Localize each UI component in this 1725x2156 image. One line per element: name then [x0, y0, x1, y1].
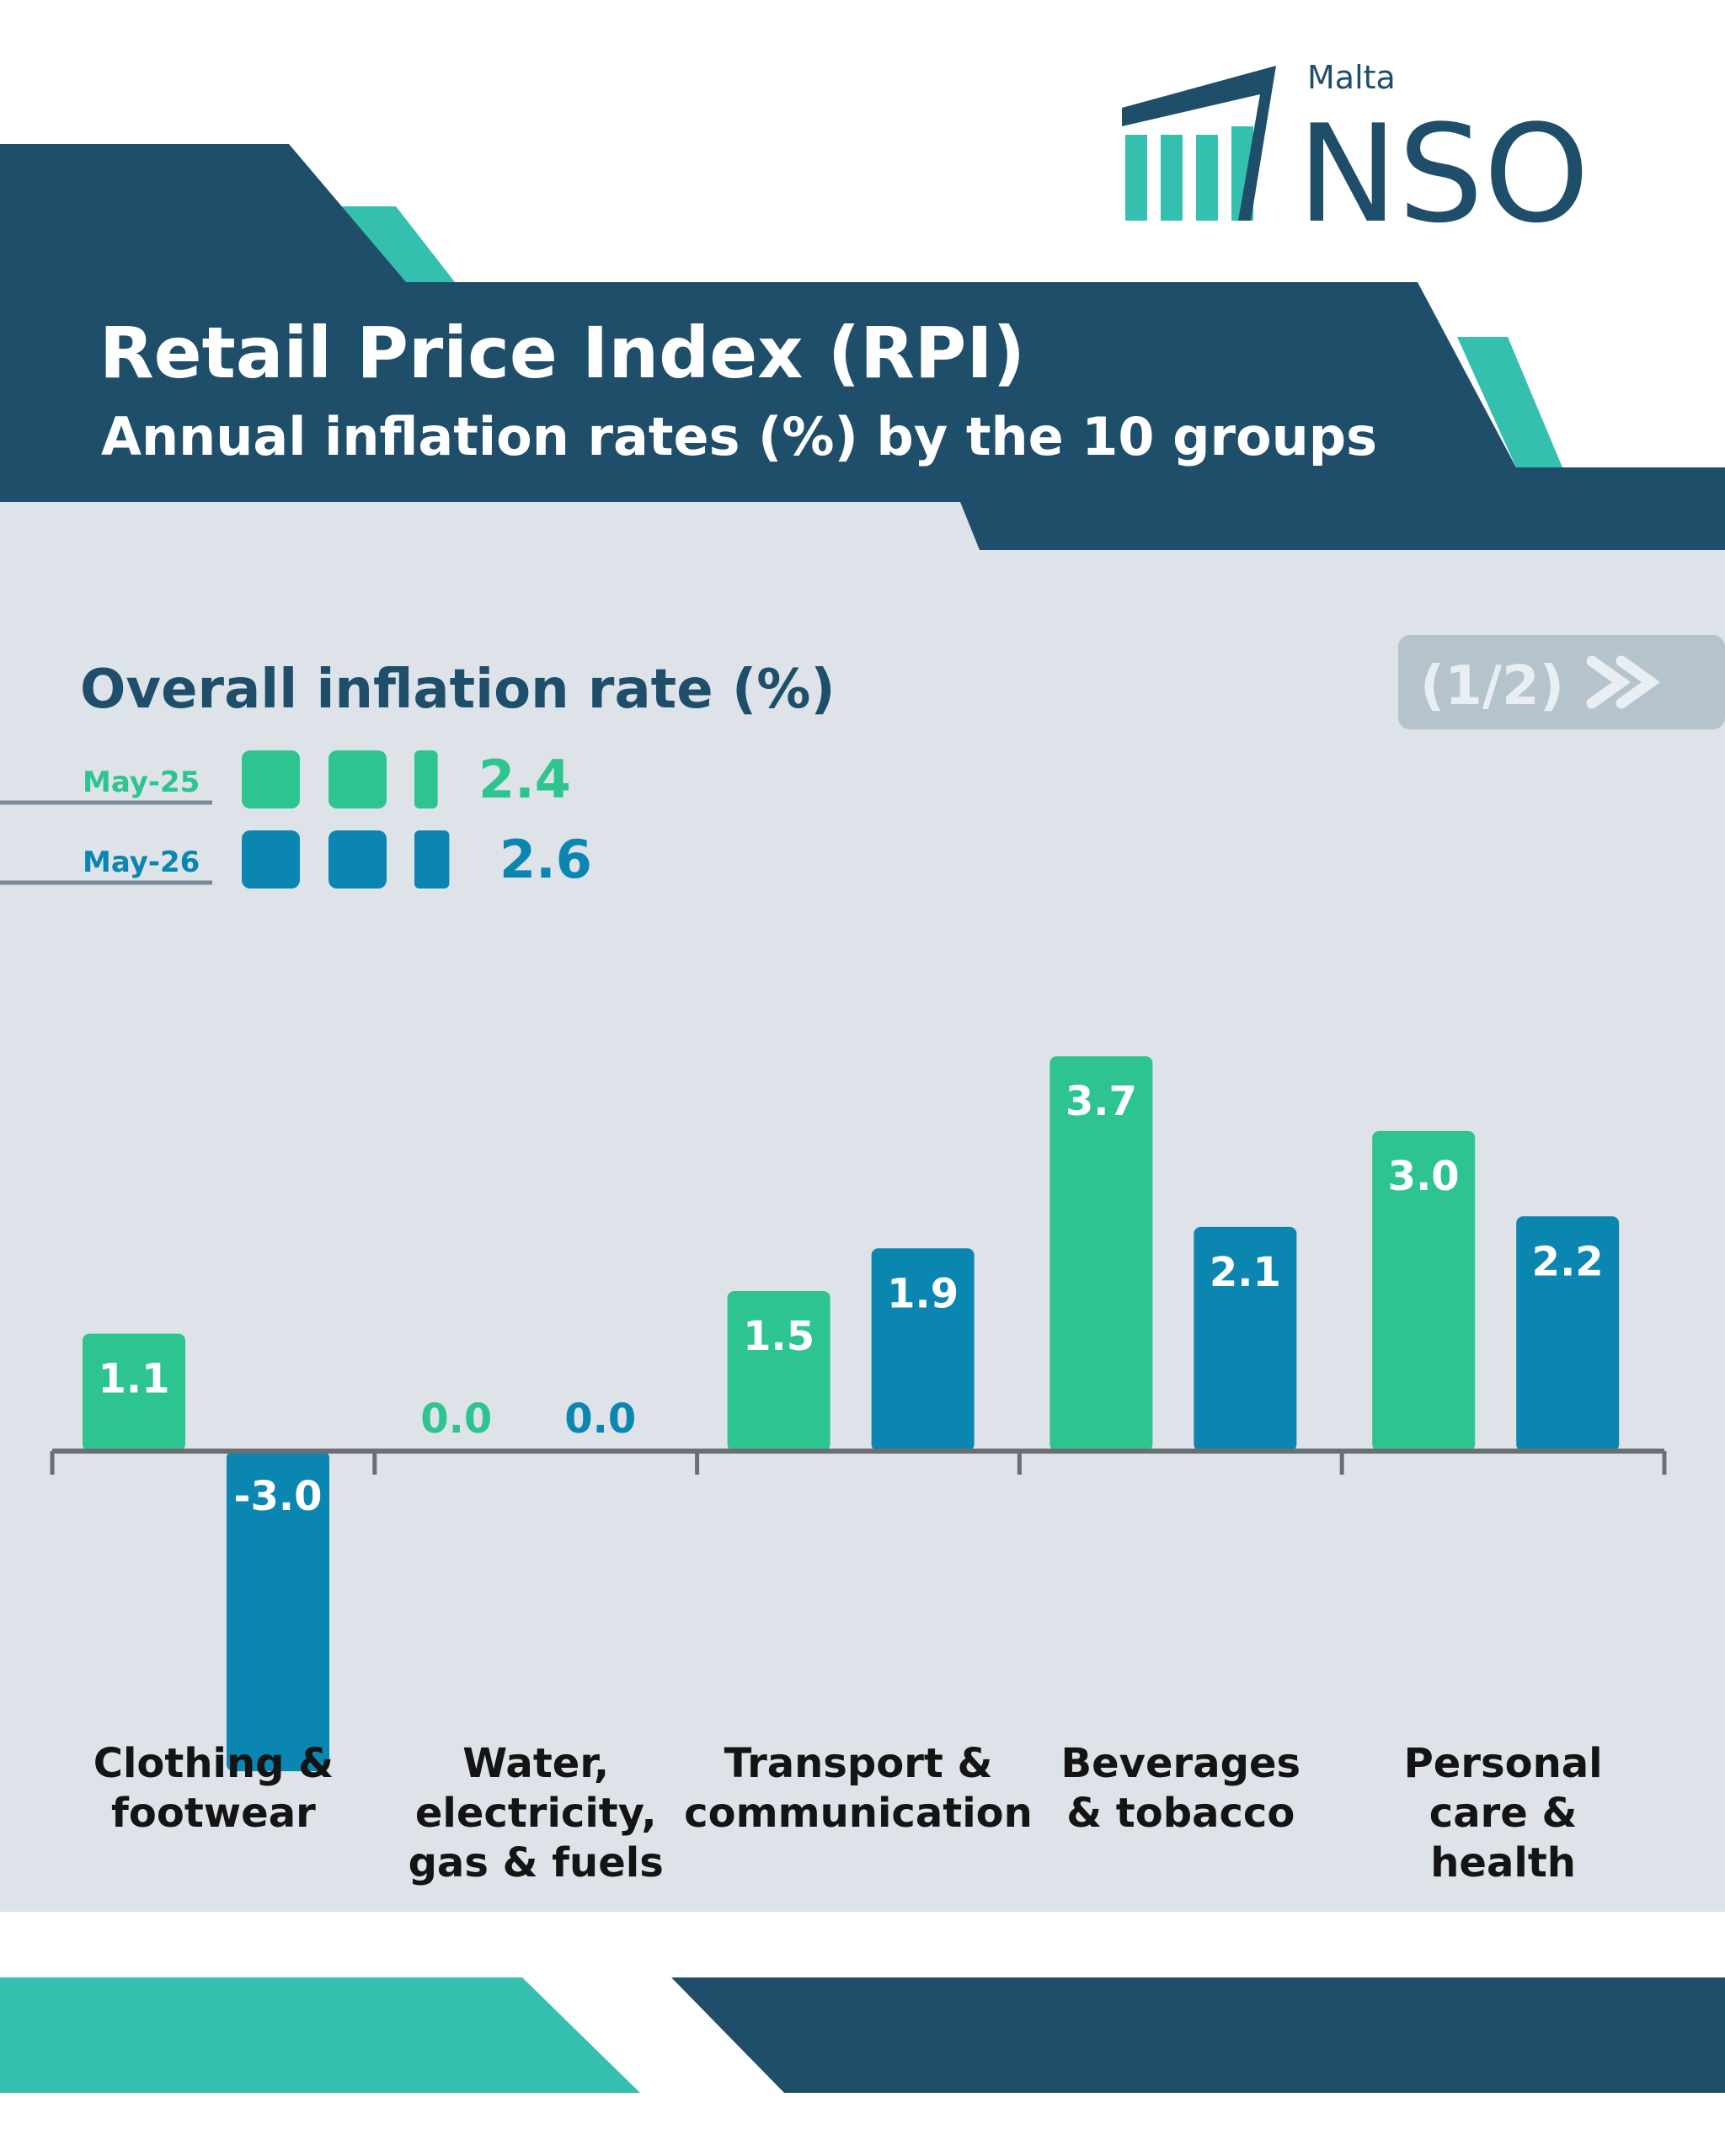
footer-shape	[0, 1977, 640, 2093]
category-label: Clothing & footwear	[93, 1740, 334, 1837]
overall-block	[242, 830, 300, 889]
overall-block	[414, 830, 450, 889]
value-label: 1.9	[887, 1270, 959, 1317]
overall-block	[328, 830, 387, 889]
value-label: 1.5	[743, 1313, 814, 1360]
brand: NSO	[1297, 95, 1589, 253]
accent-shape	[1457, 337, 1562, 467]
bar	[1516, 1216, 1620, 1451]
bar	[727, 1290, 830, 1451]
pager-label[interactable]: (1/2)	[1420, 655, 1564, 718]
legend-label: May-26	[83, 846, 200, 879]
value-label: 2.2	[1532, 1238, 1604, 1285]
overall-block	[242, 750, 300, 808]
category-label: Beverages & tobacco	[1060, 1740, 1301, 1837]
value-label: 2.1	[1210, 1249, 1281, 1296]
legend-label: May-25	[83, 766, 200, 799]
value-label: 3.0	[1388, 1153, 1460, 1200]
value-label: -3.0	[234, 1473, 323, 1520]
subtitle: Annual inflation rates (%) by the 10 gro…	[101, 406, 1377, 467]
footer-shape	[671, 1977, 1725, 2093]
overall-block	[414, 750, 438, 808]
brand-small: Malta	[1307, 59, 1396, 96]
pager-box[interactable]	[1398, 635, 1725, 729]
category-label: Personal care & health	[1403, 1740, 1603, 1886]
value-label: 0.0	[420, 1396, 492, 1443]
header-band	[0, 144, 1725, 550]
bar	[1194, 1226, 1297, 1451]
bar	[83, 1333, 185, 1451]
bar	[1372, 1130, 1476, 1451]
title: Retail Price Index (RPI)	[99, 312, 1025, 394]
overall-block	[328, 750, 387, 808]
logo: Malta NSO	[1122, 59, 1589, 253]
overall-value: 2.4	[478, 749, 571, 810]
bar	[1049, 1056, 1153, 1451]
value-label: 0.0	[564, 1396, 636, 1443]
value-label: 1.1	[98, 1356, 169, 1403]
category-label: Transport & communication	[684, 1740, 1033, 1837]
overall-value: 2.6	[499, 829, 592, 890]
overall-title: Overall inflation rate (%)	[80, 659, 836, 721]
bar	[227, 1451, 329, 1772]
value-label: 3.7	[1065, 1078, 1137, 1125]
bar	[871, 1248, 975, 1451]
category-label: Water, electricity, gas & fuels	[408, 1740, 664, 1886]
pager[interactable]: (1/2)	[1398, 635, 1725, 729]
